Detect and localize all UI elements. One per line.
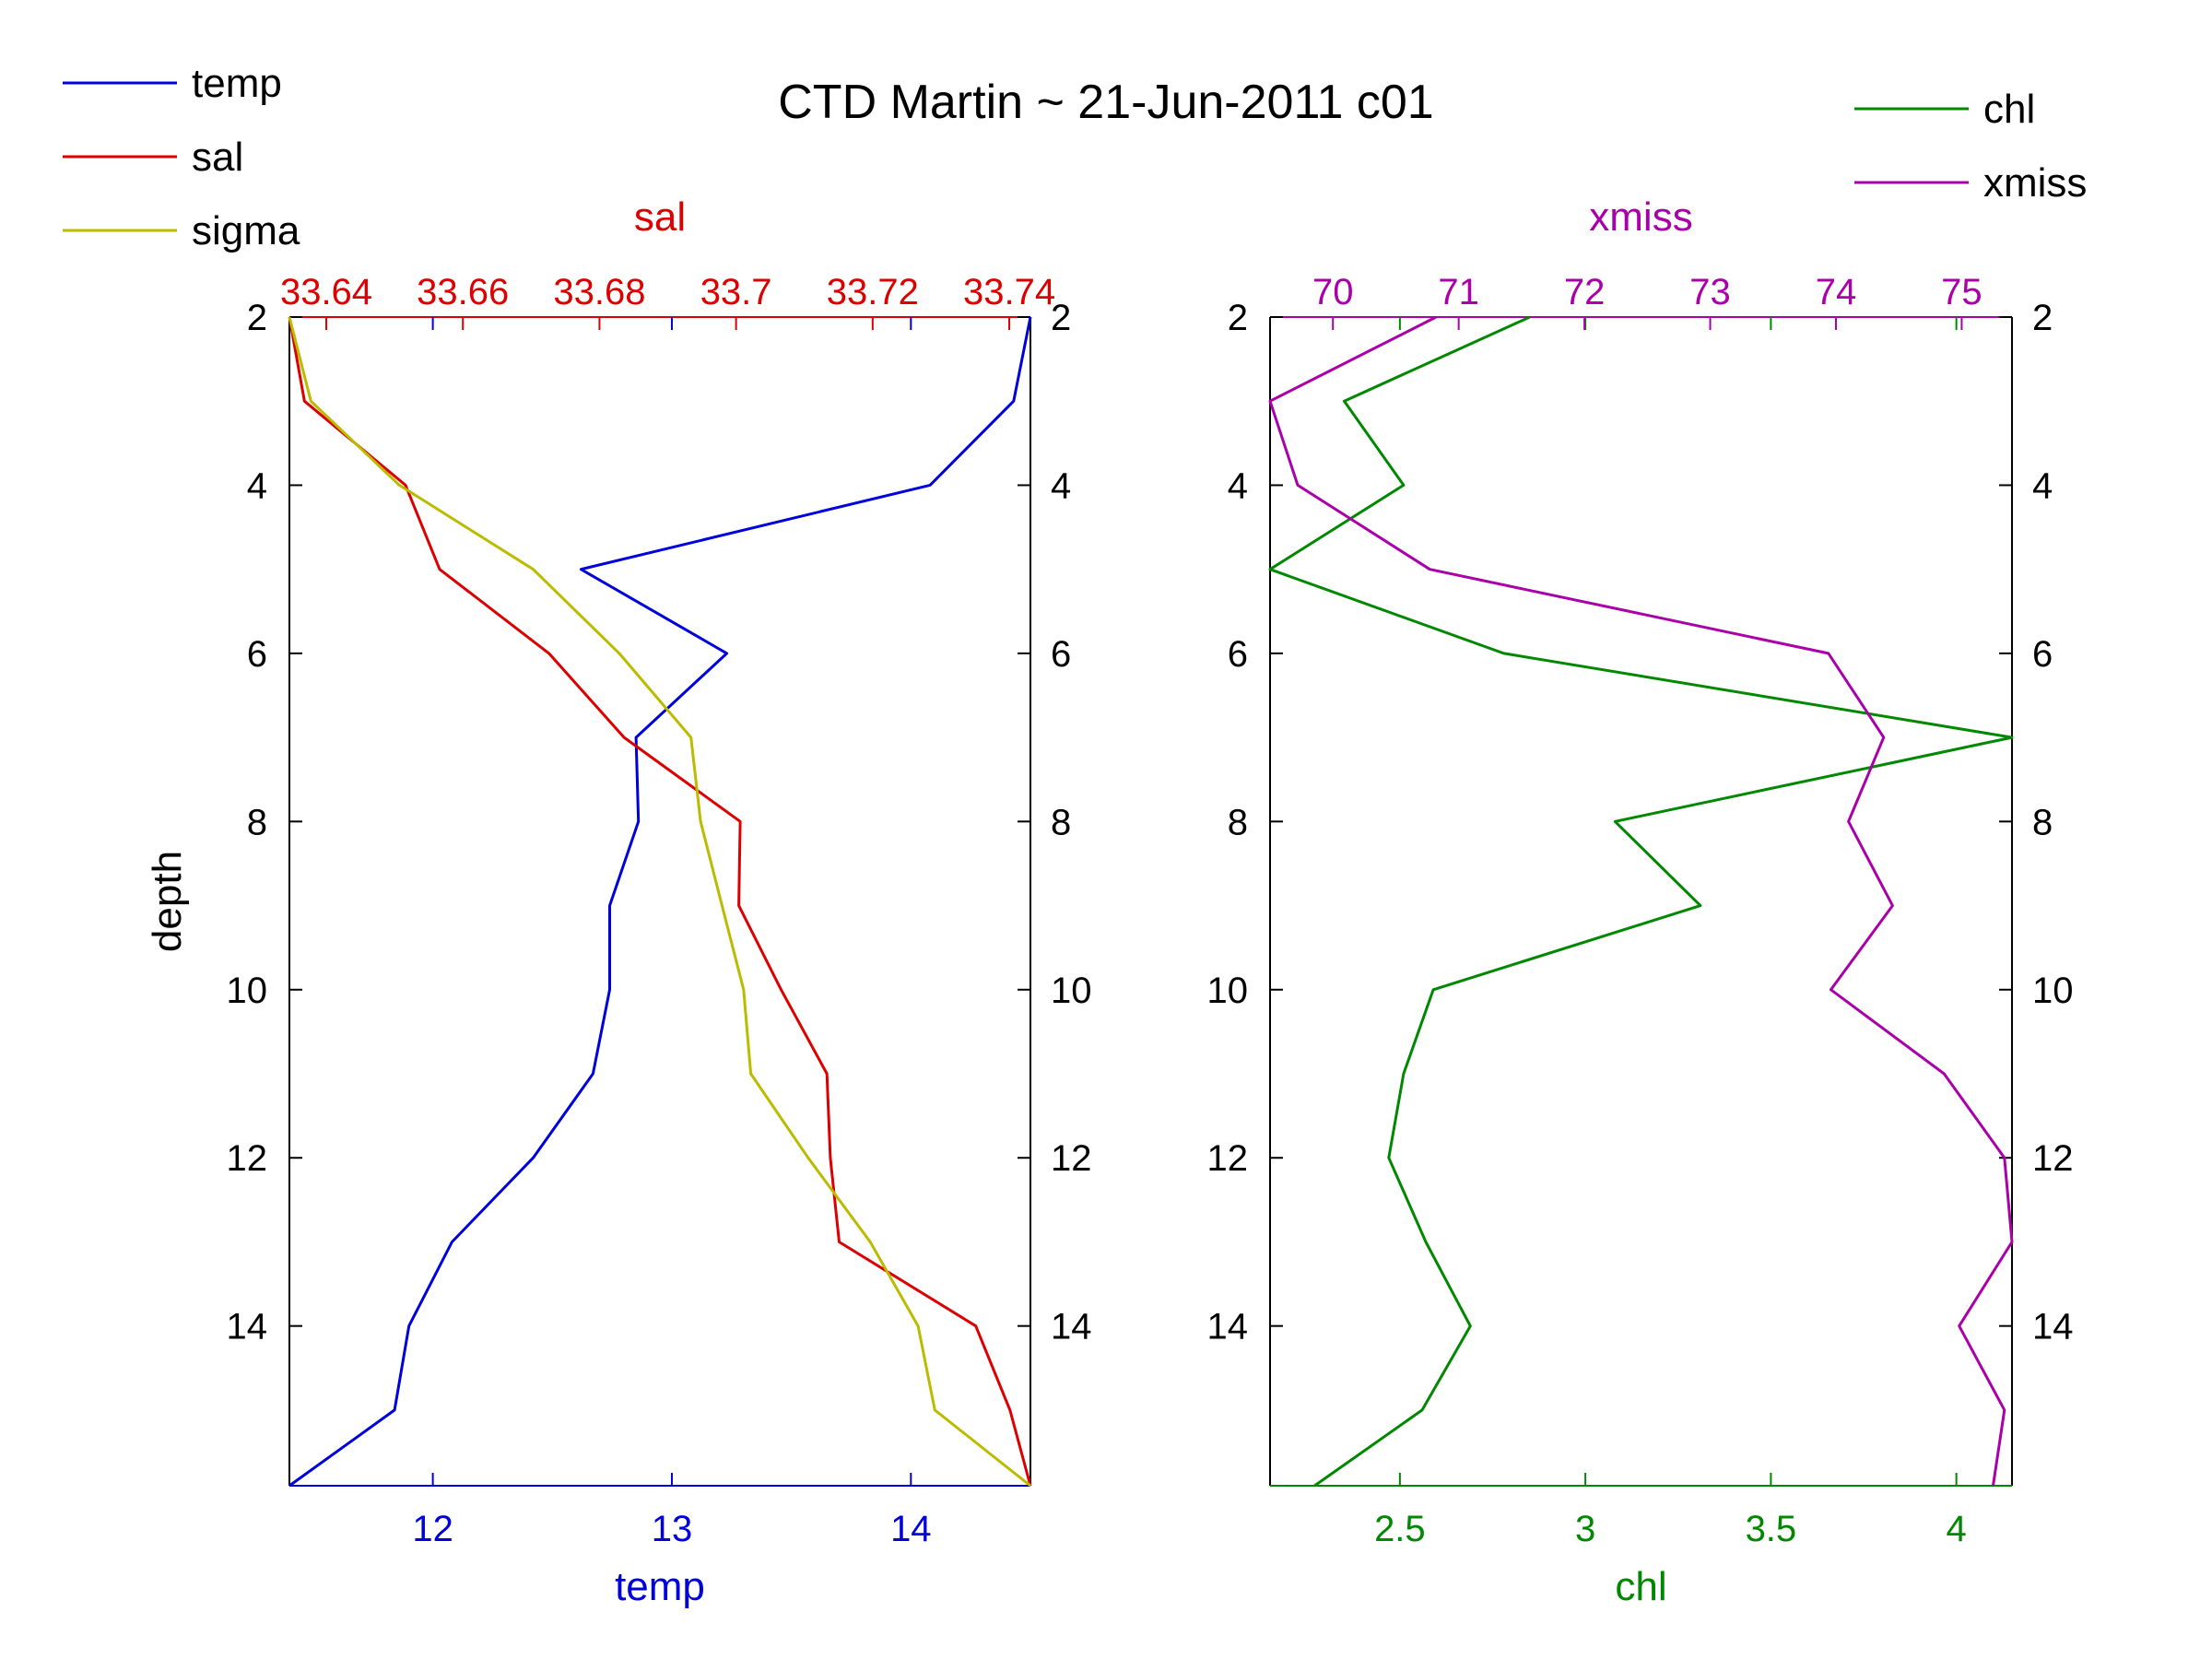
x-bottom-tick-label: 3.5 (1746, 1509, 1797, 1549)
x-top-tick-label: 33.68 (553, 272, 645, 312)
y-tick-label-left: 14 (1207, 1307, 1249, 1347)
legend-label-xmiss: xmiss (1983, 160, 2087, 206)
x-top-tick-label: 74 (1816, 272, 1857, 312)
legend-label-sal: sal (192, 135, 243, 180)
y-tick-label-left: 4 (1228, 465, 1248, 506)
y-tick-label-left: 10 (1207, 971, 1249, 1011)
x-bottom-axis-label: temp (615, 1564, 705, 1609)
x-bottom-tick-label: 13 (652, 1509, 693, 1549)
y-tick-label-right: 12 (1051, 1138, 1092, 1179)
y-tick-label-left: 8 (1228, 802, 1248, 842)
y-tick-label-right: 14 (2032, 1307, 2074, 1347)
x-top-axis-label: sal (634, 194, 686, 240)
x-top-tick-label: 72 (1564, 272, 1606, 312)
x-bottom-tick-label: 3 (1575, 1509, 1595, 1549)
y-tick-label-left: 4 (247, 465, 267, 506)
y-tick-label-left: 12 (1207, 1138, 1249, 1179)
y-tick-label-right: 8 (1051, 802, 1071, 842)
series-line-temp (288, 316, 1032, 1488)
y-tick-label-left: 14 (227, 1307, 268, 1347)
y-tick-label-right: 2 (1051, 298, 1071, 338)
y-tick-label-right: 4 (2032, 465, 2053, 506)
x-top-tick-label: 73 (1689, 272, 1731, 312)
y-tick-label-right: 6 (1051, 634, 1071, 675)
chart-title: CTD Martin ~ 21-Jun-2011 c01 (778, 76, 1433, 129)
y-tick-label-left: 12 (227, 1138, 268, 1179)
y-tick-label-left: 2 (247, 298, 267, 338)
x-bottom-tick-label: 14 (890, 1509, 932, 1549)
y-tick-label-right: 4 (1051, 465, 1071, 506)
x-bottom-axis-label: chl (1615, 1564, 1666, 1609)
series-line-chl (1268, 315, 2014, 1488)
series-line-sal (288, 316, 1032, 1487)
y-tick-label-right: 6 (2032, 634, 2053, 675)
y-tick-label-right: 10 (2032, 971, 2074, 1011)
y-tick-label-left: 2 (1228, 298, 1248, 338)
x-top-axis-label: xmiss (1589, 194, 1692, 240)
y-tick-label-left: 10 (227, 971, 268, 1011)
legend-label-temp: temp (192, 61, 282, 106)
y-tick-label-right: 14 (1051, 1307, 1092, 1347)
y-tick-label-right: 10 (1051, 971, 1092, 1011)
x-top-tick-label: 33.72 (827, 272, 919, 312)
legend-label-sigma: sigma (192, 208, 300, 253)
x-top-tick-label: 33.64 (280, 272, 372, 312)
legend-left: temp sal sigma (63, 61, 300, 253)
right-panel-chl-xmiss: 2 2 4 4 6 6 8 8 10 10 12 12 14 14 2.5 3 3.5 4 chl 70 71 72 73 7… (1207, 194, 2074, 1609)
y-tick-label-left: 8 (247, 802, 267, 842)
x-top-tick-label: 75 (1941, 272, 1983, 312)
series-line-xmiss (1268, 315, 2014, 1487)
y-tick-label-right: 12 (2032, 1138, 2074, 1179)
y-tick-label-right: 8 (2032, 802, 2053, 842)
legend-label-chl: chl (1983, 87, 2035, 132)
x-top-tick-label: 33.66 (417, 272, 509, 312)
x-bottom-tick-label: 12 (412, 1509, 453, 1549)
x-bottom-tick-label: 4 (1947, 1509, 1967, 1549)
y-tick-label-right: 2 (2032, 298, 2053, 338)
legend-right: chl xmiss (1854, 87, 2087, 206)
y-tick-label-left: 6 (1228, 634, 1248, 675)
x-top-tick-label: 71 (1438, 272, 1479, 312)
x-top-tick-label: 33.7 (700, 272, 772, 312)
x-top-tick-label: 33.74 (963, 272, 1055, 312)
series-line-sigma (288, 316, 1031, 1488)
y-tick-label-left: 6 (247, 634, 267, 675)
x-top-tick-label: 70 (1312, 272, 1354, 312)
left-panel-temp-sal-sigma: 2 2 4 4 6 6 8 8 10 10 12 12 14 14 12 13 14 temp 33.64 33.66… (145, 194, 1092, 1609)
y-axis-label: depth (145, 851, 190, 952)
x-bottom-tick-label: 2.5 (1374, 1509, 1426, 1549)
